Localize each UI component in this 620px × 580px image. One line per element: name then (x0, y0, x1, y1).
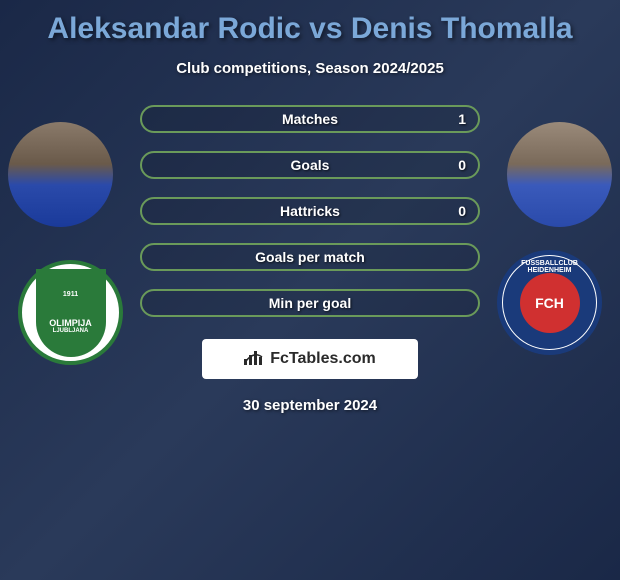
stat-label: Matches (282, 111, 338, 127)
stat-row-goals-per-match: Goals per match (140, 243, 480, 271)
player-silhouette-icon (8, 122, 113, 227)
club-ring-text: FUSSBALLCLUB HEIDENHEIM (503, 260, 596, 274)
fctables-badge[interactable]: FcTables.com (202, 339, 418, 379)
date: 30 september 2024 (0, 397, 620, 414)
stat-value-right: 1 (458, 111, 466, 127)
page-title: Aleksandar Rodic vs Denis Thomalla (0, 0, 620, 46)
stat-value-right: 0 (458, 157, 466, 173)
club-city: LJUBLJANA (53, 328, 89, 334)
player-silhouette-icon (507, 122, 612, 227)
stat-label: Goals per match (255, 249, 365, 265)
stat-label: Goals (291, 157, 330, 173)
stat-label: Min per goal (269, 295, 351, 311)
player-photo-right (507, 122, 612, 227)
club-badge-right: FUSSBALLCLUB HEIDENHEIM FCH (497, 250, 602, 355)
club-name: OLIMPIJA (49, 318, 92, 328)
club-year: 1911 (63, 291, 78, 298)
stat-value-right: 0 (458, 203, 466, 219)
club-ring-icon: FUSSBALLCLUB HEIDENHEIM (502, 255, 597, 350)
stat-label: Hattricks (280, 203, 340, 219)
stat-row-min-per-goal: Min per goal (140, 289, 480, 317)
fctables-label: FcTables.com (270, 350, 376, 368)
club-shield-icon: 1911 OLIMPIJA LJUBLJANA (36, 269, 106, 357)
club-badge-left: 1911 OLIMPIJA LJUBLJANA (18, 260, 123, 365)
stat-row-hattricks: Hattricks 0 (140, 197, 480, 225)
stat-row-goals: Goals 0 (140, 151, 480, 179)
stat-row-matches: Matches 1 (140, 105, 480, 133)
player-photo-left (8, 122, 113, 227)
fctables-logo-icon (244, 349, 264, 369)
subtitle: Club competitions, Season 2024/2025 (0, 60, 620, 77)
